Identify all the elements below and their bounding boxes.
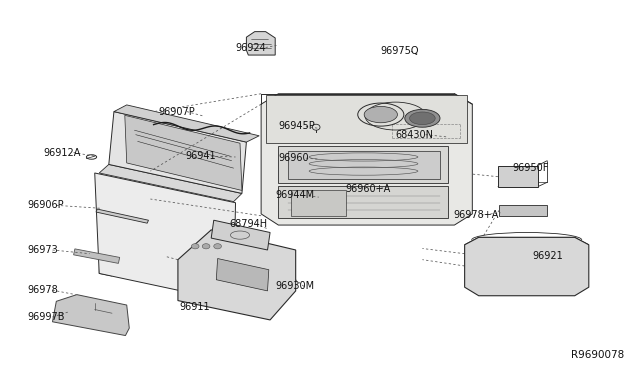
Polygon shape bbox=[465, 237, 589, 245]
Polygon shape bbox=[278, 146, 448, 183]
Polygon shape bbox=[95, 173, 236, 302]
Text: 96944M: 96944M bbox=[275, 190, 314, 200]
Text: 96907P: 96907P bbox=[159, 107, 195, 116]
Polygon shape bbox=[96, 209, 148, 223]
Polygon shape bbox=[261, 94, 472, 225]
Text: 96975Q: 96975Q bbox=[381, 46, 419, 56]
Polygon shape bbox=[52, 295, 129, 336]
Ellipse shape bbox=[214, 244, 221, 249]
Text: 96973: 96973 bbox=[27, 245, 58, 255]
Polygon shape bbox=[99, 176, 114, 276]
Polygon shape bbox=[211, 220, 270, 250]
Polygon shape bbox=[99, 164, 242, 202]
Text: 96950F: 96950F bbox=[512, 163, 548, 173]
Text: 68794H: 68794H bbox=[229, 219, 268, 229]
Polygon shape bbox=[288, 151, 440, 179]
Ellipse shape bbox=[202, 244, 210, 249]
Ellipse shape bbox=[405, 109, 440, 127]
Polygon shape bbox=[278, 186, 448, 218]
Text: 96930M: 96930M bbox=[275, 282, 314, 291]
Ellipse shape bbox=[410, 112, 435, 125]
Polygon shape bbox=[125, 115, 242, 190]
Text: 96978: 96978 bbox=[27, 285, 58, 295]
Text: 96960: 96960 bbox=[278, 153, 309, 163]
Text: 96912A: 96912A bbox=[44, 148, 81, 157]
Polygon shape bbox=[499, 205, 547, 216]
Text: 96941: 96941 bbox=[186, 151, 216, 161]
Text: 68430N: 68430N bbox=[396, 130, 433, 140]
Polygon shape bbox=[114, 105, 259, 142]
Polygon shape bbox=[291, 190, 346, 216]
Text: 96978+A: 96978+A bbox=[453, 210, 499, 220]
Text: 96911: 96911 bbox=[179, 302, 210, 312]
Polygon shape bbox=[74, 249, 120, 263]
Polygon shape bbox=[498, 166, 538, 187]
Polygon shape bbox=[178, 230, 296, 320]
Text: 96997B: 96997B bbox=[27, 312, 65, 322]
Ellipse shape bbox=[364, 106, 397, 123]
Polygon shape bbox=[465, 237, 589, 296]
Text: 96921: 96921 bbox=[532, 251, 563, 261]
Text: 96945P: 96945P bbox=[278, 122, 315, 131]
Text: 96924: 96924 bbox=[236, 44, 266, 53]
Polygon shape bbox=[109, 112, 246, 193]
Text: 96906P: 96906P bbox=[27, 201, 63, 210]
Text: R9690078: R9690078 bbox=[571, 350, 624, 360]
Ellipse shape bbox=[191, 244, 199, 249]
Polygon shape bbox=[216, 259, 269, 291]
Text: 96960+A: 96960+A bbox=[346, 184, 391, 194]
Polygon shape bbox=[266, 95, 467, 143]
Polygon shape bbox=[246, 32, 275, 55]
